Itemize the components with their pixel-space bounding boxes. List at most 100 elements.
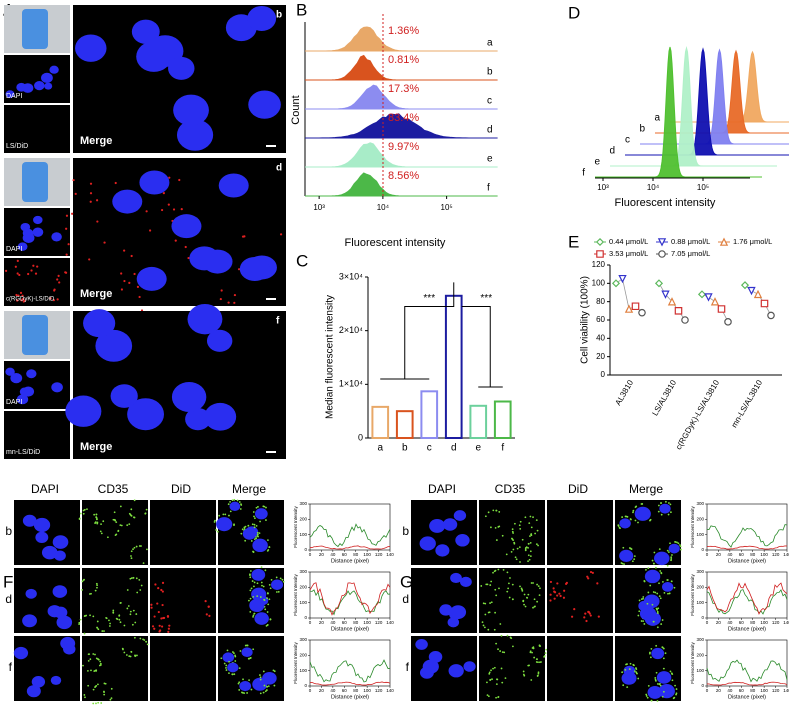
dot [633,558,636,561]
dot [529,650,532,653]
x-tick-label: 140 [783,552,789,557]
dot [495,509,498,512]
x-tick-label: 140 [386,688,394,693]
dot [515,558,518,561]
dot [238,667,241,670]
nucleus [415,638,428,650]
dot [126,607,129,610]
x-tick-label: 140 [783,688,789,693]
dot [660,513,663,516]
x-tick-label: 40 [727,552,733,557]
dot [81,588,83,591]
dot [621,671,623,674]
marker [654,279,664,288]
dot [622,684,625,687]
marker [638,308,646,317]
dot [499,623,502,625]
dot [258,532,261,535]
dot [56,298,59,301]
dot [253,523,256,526]
dot [275,591,278,593]
dot [536,583,539,586]
dot [653,551,656,554]
row-tag: d [609,146,615,157]
y-tick-label: 0 [358,432,363,442]
dot [622,546,625,549]
x-tick-label: 0 [309,620,312,625]
y-tick-label: 200 [299,517,307,522]
x-tick-label: 80 [353,688,359,693]
nucleus [662,581,674,592]
dot [630,548,633,550]
dot [249,589,252,592]
profile-line [309,659,391,683]
channel-label: mn-LS/DiD [6,449,40,456]
y-tick-label: 200 [696,517,704,522]
dot [529,550,532,553]
dot [263,598,266,601]
nucleus [32,227,44,237]
marker [710,297,720,306]
dot [490,526,492,529]
dot [238,681,241,684]
x-tick-label: 40 [330,620,336,625]
dot [259,692,262,695]
y-tick-label: 80 [596,297,605,306]
dot [95,199,99,202]
bar [444,294,463,439]
dot [87,684,90,687]
dot [552,587,555,590]
micrograph [218,568,284,633]
nucleus [22,386,35,397]
profile-line [706,681,788,686]
dot [108,625,111,627]
x-tick-label: 10³ [597,183,609,192]
nucleus [247,5,277,31]
dot [501,681,504,684]
dot [168,176,171,179]
x-tick-label: 10⁴ [647,183,660,192]
dot [637,677,640,680]
marker [658,250,666,258]
dot [533,598,536,601]
dot [106,536,109,539]
dot [138,545,141,547]
marker [697,290,707,299]
bracket [380,282,455,380]
dot [129,513,132,516]
dot [148,229,152,232]
dot [497,696,500,698]
dot [145,210,148,213]
bar [420,390,439,439]
dot [649,651,651,654]
dot [260,566,263,569]
nucleus [453,510,467,521]
nucleus [51,232,62,242]
dot [130,508,133,511]
row-tag: f [9,660,13,674]
y-tick-label: 100 [696,668,704,673]
dot [537,671,540,674]
marker [611,279,621,288]
dot [240,532,243,535]
dot [670,559,672,562]
y-tick-label: 3×10⁴ [339,271,363,281]
row-tag: f [406,660,410,674]
dot [511,598,514,601]
dot [254,517,256,520]
dot [131,623,134,626]
x-tick-label: c [427,443,432,454]
dot [252,614,255,617]
dot [166,615,170,618]
dot [112,609,115,612]
nucleus [112,189,143,214]
dot [83,508,86,511]
profile-line [309,523,391,548]
dot [268,598,271,601]
dot [229,510,232,513]
nucleus [248,90,281,119]
dot [651,559,654,562]
dot [573,608,576,611]
dot [583,616,586,619]
dot [57,274,60,277]
